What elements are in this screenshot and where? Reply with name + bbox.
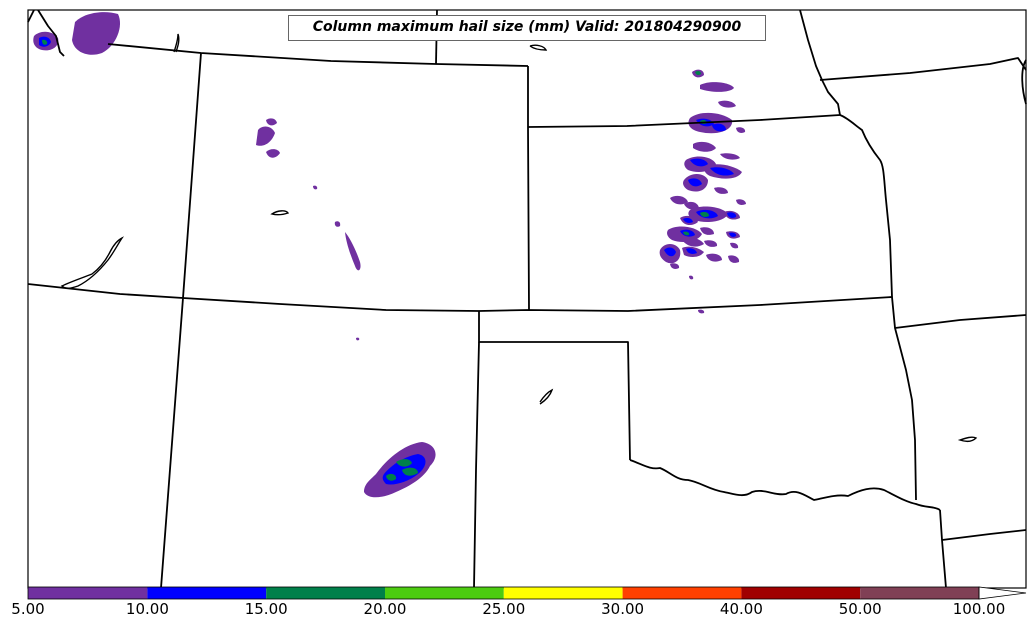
- hail-cell: [700, 82, 734, 92]
- hail-cell: [720, 153, 740, 160]
- hail-cell: [700, 212, 709, 217]
- colorbar-segment: [28, 587, 148, 599]
- state-borders: [27, 9, 1027, 589]
- state-border: [527, 66, 530, 311]
- lake: [539, 388, 554, 405]
- hail-cell: [712, 123, 726, 132]
- state-border: [839, 114, 917, 501]
- lake: [957, 436, 978, 443]
- hail-cell: [714, 187, 728, 194]
- lake: [173, 33, 180, 53]
- state-border: [941, 529, 1027, 541]
- colorbar-segment: [147, 587, 267, 599]
- hail-cell: [386, 473, 397, 481]
- state-border: [478, 311, 631, 461]
- hail-cell: [313, 185, 318, 190]
- hail-cell: [686, 248, 697, 254]
- state-border: [1021, 59, 1027, 105]
- hail-cell: [664, 247, 676, 257]
- colorbar-tick-label: 40.00: [719, 600, 763, 618]
- colorbar-tick-label: 50.00: [838, 600, 882, 618]
- lakes-and-rivers: [60, 33, 978, 443]
- hail-cell: [695, 70, 701, 76]
- hail-cell: [706, 253, 722, 262]
- colorbar-tick-label: 20.00: [363, 600, 407, 618]
- hail-cell: [729, 232, 737, 237]
- colorbar-tick-label: 100.00: [952, 600, 1006, 618]
- hail-cell: [688, 178, 702, 187]
- hail-cell: [670, 263, 680, 269]
- hail-cell: [256, 126, 275, 146]
- hail-cell: [728, 255, 740, 263]
- colorbar-segment: [741, 587, 861, 599]
- colorbar-segment: [860, 587, 979, 599]
- colorbar-tick-label: 10.00: [125, 600, 169, 618]
- hail-cell: [710, 167, 734, 176]
- hail-cell: [698, 309, 705, 314]
- hail-cell: [727, 212, 737, 218]
- hail-cell: [682, 237, 704, 247]
- hail-cell: [683, 218, 693, 223]
- colorbar: [27, 586, 1027, 600]
- colorbar-tick-label: 30.00: [601, 600, 645, 618]
- hail-cell: [693, 141, 716, 152]
- hail-cell: [356, 337, 360, 341]
- hail-cell: [689, 275, 694, 280]
- state-border: [527, 114, 841, 128]
- map-title: Column maximum hail size (mm) Valid: 201…: [288, 15, 766, 41]
- hail-cell: [266, 149, 280, 158]
- map-frame: [27, 9, 1027, 589]
- state-border: [27, 9, 35, 23]
- hail-cell: [700, 227, 714, 235]
- colorbar-tick-label: 15.00: [244, 600, 288, 618]
- hail-cell: [402, 467, 418, 476]
- colorbar-segment: [266, 587, 385, 599]
- lake: [270, 210, 290, 216]
- lake: [60, 236, 125, 289]
- colorbar-segment: [622, 587, 742, 599]
- lake: [529, 44, 548, 51]
- hail-cell: [684, 201, 699, 210]
- hail-cell: [396, 459, 412, 467]
- state-border: [27, 283, 893, 312]
- hail-cell: [266, 118, 277, 126]
- hail-cell: [736, 127, 746, 133]
- colorbar-segment: [385, 587, 504, 599]
- state-border: [37, 9, 65, 57]
- colorbar-extend-arrow: [978, 586, 1027, 600]
- state-border: [799, 9, 841, 116]
- state-border: [894, 314, 1027, 329]
- state-border: [629, 459, 941, 511]
- hail-cell: [345, 232, 361, 271]
- hail-cell: [42, 39, 48, 45]
- hail-cell: [704, 240, 718, 247]
- colorbar-tick-label: 25.00: [482, 600, 526, 618]
- colorbar-tick-label: 5.00: [11, 600, 45, 618]
- hail-cell: [736, 199, 746, 205]
- colorbar-outline: [27, 586, 980, 600]
- hail-cell: [683, 231, 690, 236]
- state-border: [819, 57, 1027, 81]
- hail-cell: [690, 158, 708, 167]
- hail-cell: [670, 195, 688, 205]
- state-border: [107, 43, 529, 67]
- colorbar-segment: [503, 587, 623, 599]
- hail-cell: [334, 221, 341, 227]
- hail-cell: [718, 100, 736, 108]
- hail-cell: [730, 242, 739, 249]
- state-border: [473, 341, 480, 589]
